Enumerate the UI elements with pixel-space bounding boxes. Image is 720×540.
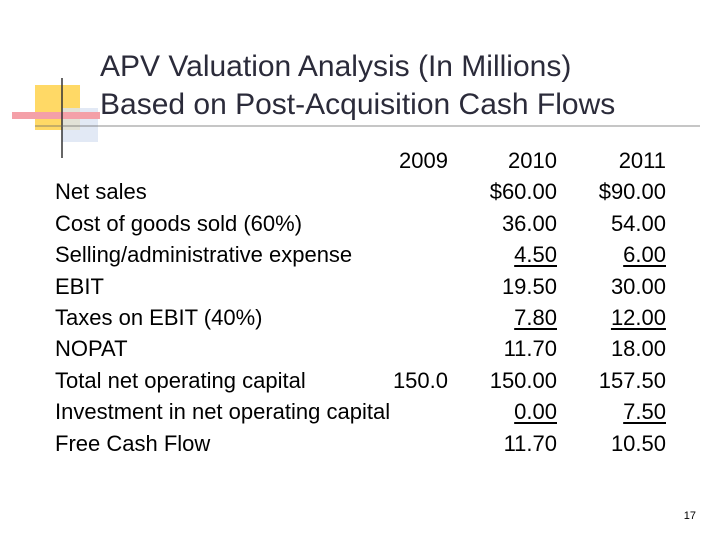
cell-value: 4.50	[514, 242, 557, 268]
cell-value: 18.00	[610, 336, 666, 362]
column-header: 2009	[399, 148, 448, 173]
title-line: Based on Post-Acquisition Cash Flows	[100, 88, 616, 121]
cell-value: 150.00	[489, 367, 557, 393]
row-label: Cost of goods sold (60%)	[55, 210, 303, 236]
row-label: Free Cash Flow	[55, 430, 211, 456]
row-label: Selling/administrative expense	[55, 242, 353, 268]
cell-value: 157.50	[598, 367, 666, 393]
page-number: 17	[683, 510, 696, 522]
cell-value: 7.50	[623, 399, 666, 425]
cell-value: 10.50	[610, 430, 666, 456]
cell-value: 7.80	[514, 305, 557, 330]
cell-value: 6.00	[623, 242, 666, 268]
row-label: Investment in net operating capital	[55, 399, 391, 425]
cell-value: $90.00	[598, 179, 666, 205]
row-label: Taxes on EBIT (40%)	[55, 305, 263, 330]
cell-value: 0.00	[514, 399, 557, 425]
red-bar	[12, 112, 100, 119]
row-label: NOPAT	[55, 336, 128, 362]
cell-value: 11.70	[503, 336, 557, 362]
cell-value: 54.00	[610, 210, 666, 236]
row-label: EBIT	[55, 273, 104, 299]
column-header: 2010	[508, 148, 557, 173]
row-label: Net sales	[55, 179, 147, 205]
cell-value: 12.00	[610, 305, 666, 330]
cell-value: 11.70	[503, 430, 557, 456]
cell-value: 150.0	[392, 367, 448, 393]
row-label: Total net operating capital	[55, 367, 306, 393]
title-line: APV Valuation Analysis (In Millions)	[100, 50, 572, 83]
column-header: 2011	[618, 148, 666, 173]
cell-value: 36.00	[501, 210, 557, 236]
cell-value: $60.00	[489, 179, 557, 205]
cell-value: 19.50	[501, 273, 557, 299]
cell-value: 30.00	[610, 273, 666, 299]
